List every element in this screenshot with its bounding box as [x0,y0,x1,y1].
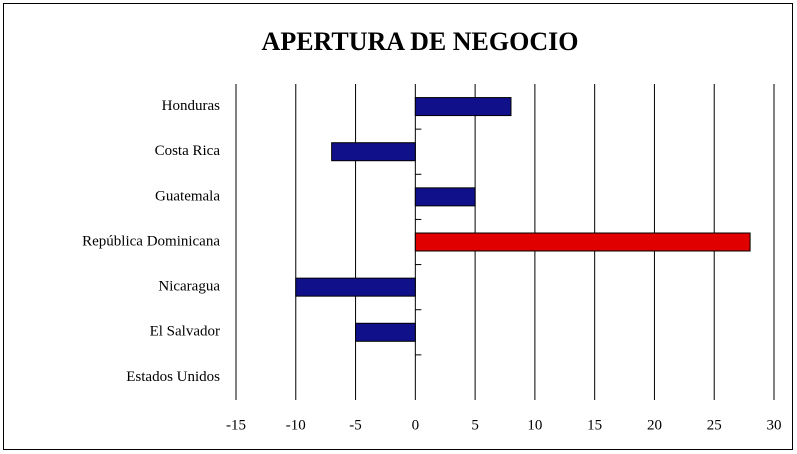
y-tick-label: Estados Unidos [126,369,220,385]
bar [414,187,476,207]
bar [295,277,416,297]
chart-title: APERTURA DE NEGOCIO [262,27,579,56]
x-tick-label: 0 [412,417,420,433]
bar [355,322,416,342]
x-tick-label: 5 [471,417,479,433]
x-tick-label: 25 [707,417,722,433]
y-tick-label: El Salvador [150,324,220,340]
x-tick-label: 10 [527,417,542,433]
x-tick-label: 15 [587,417,602,433]
y-tick-label: Costa Rica [155,143,221,159]
y-tick-label: República Dominicana [82,233,220,249]
x-tick-label: -15 [226,417,246,433]
x-tick-label: -5 [349,417,362,433]
bar [414,97,512,117]
x-tick-label: 30 [767,417,782,433]
y-tick-label: Guatemala [155,188,220,204]
chart-frame [3,3,793,450]
bar [331,142,416,162]
x-tick-label: -10 [286,417,306,433]
y-tick-label: Nicaragua [158,279,220,295]
bar [414,232,751,252]
y-tick-label: Honduras [162,98,220,114]
x-tick-label: 20 [647,417,662,433]
